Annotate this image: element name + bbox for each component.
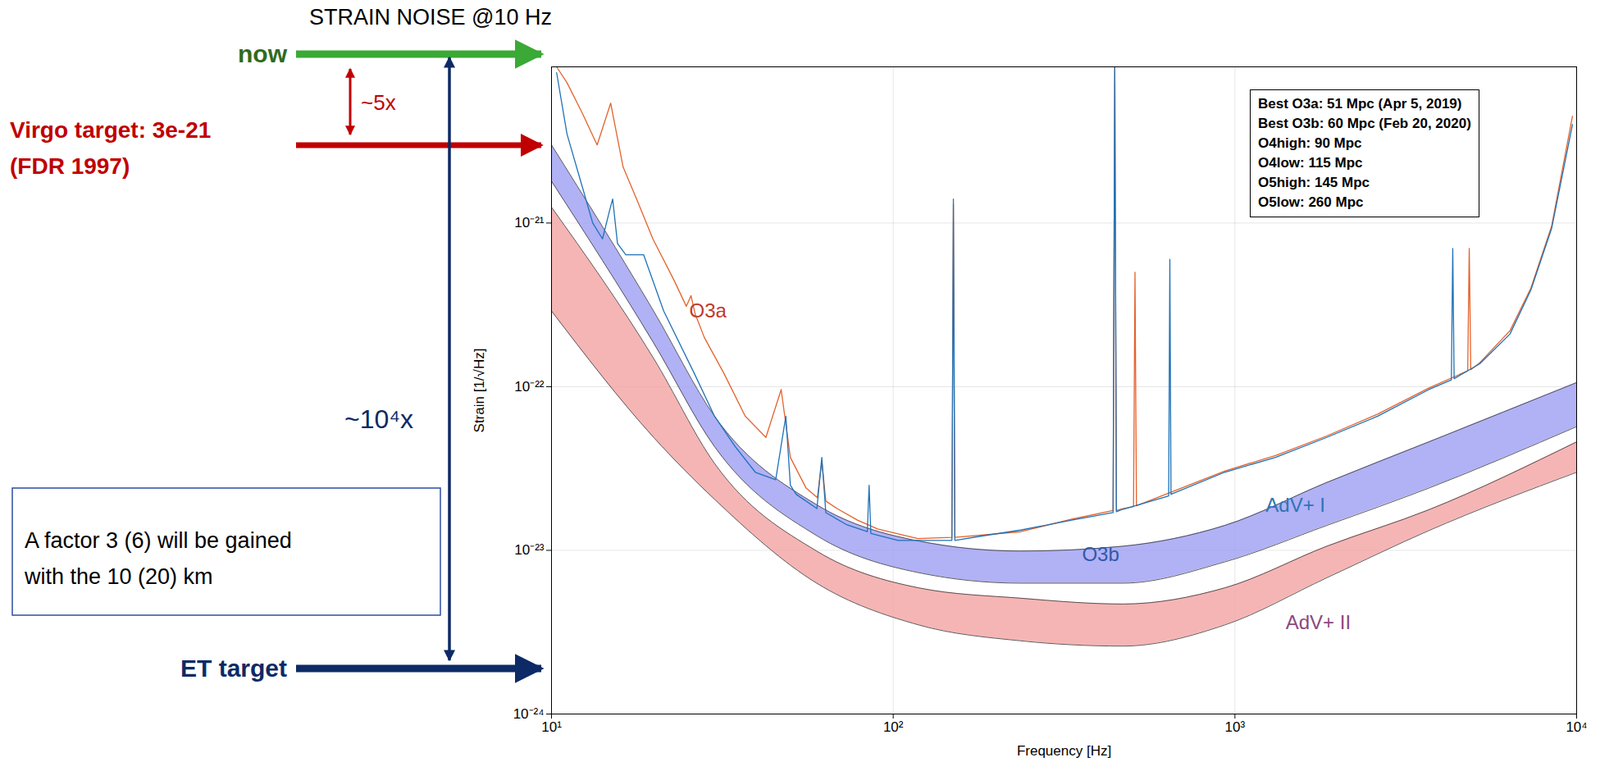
- svg-text:A factor 3 (6) will be gained: A factor 3 (6) will be gained: [24, 528, 292, 553]
- svg-text:10⁻²¹: 10⁻²¹: [514, 214, 545, 231]
- html-text:O4low: 115 Mpc: O4low: 115 Mpc: [1258, 154, 1363, 171]
- html-text:Best O3a: 51 Mpc (Apr 5, 2019): Best O3a: 51 Mpc (Apr 5, 2019): [1258, 95, 1462, 112]
- svg-text:10³: 10³: [1225, 719, 1246, 735]
- html-text:O4high: 90 Mpc: O4high: 90 Mpc: [1258, 135, 1362, 151]
- html-text:O5low: 260 Mpc: O5low: 260 Mpc: [1258, 194, 1364, 210]
- html-text:Best O3b: 60 Mpc (Feb 20, 2020: Best O3b: 60 Mpc (Feb 20, 2020): [1258, 115, 1472, 132]
- svg-text:~5x: ~5x: [360, 90, 397, 115]
- svg-text:STRAIN NOISE @10 Hz: STRAIN NOISE @10 Hz: [309, 4, 552, 30]
- svg-text:~10⁴x: ~10⁴x: [344, 404, 414, 434]
- html-text:O5high: 145 Mpc: O5high: 145 Mpc: [1258, 174, 1370, 191]
- svg-text:Strain [1/√Hz]: Strain [1/√Hz]: [471, 348, 488, 434]
- svg-text:10¹: 10¹: [541, 719, 562, 735]
- svg-text:now: now: [237, 40, 288, 68]
- svg-text:10⁻²²: 10⁻²²: [514, 378, 545, 395]
- svg-text:10²: 10²: [883, 719, 904, 735]
- svg-text:Frequency [Hz]: Frequency [Hz]: [1016, 743, 1112, 759]
- svg-text:O3a: O3a: [688, 299, 727, 322]
- svg-text:10⁻²³: 10⁻²³: [514, 542, 545, 558]
- svg-text:Virgo target: 3e-21: Virgo target: 3e-21: [9, 117, 211, 143]
- svg-text:10⁻²⁴: 10⁻²⁴: [513, 706, 545, 722]
- svg-text:AdV+ I: AdV+ I: [1265, 493, 1326, 516]
- svg-text:ET target: ET target: [180, 654, 288, 682]
- svg-text:with the 10 (20) km: with the 10 (20) km: [23, 564, 214, 589]
- svg-text:10⁴: 10⁴: [1565, 719, 1587, 735]
- svg-text:AdV+ II: AdV+ II: [1285, 610, 1351, 634]
- svg-text:O3b: O3b: [1081, 542, 1119, 566]
- svg-text:(FDR 1997): (FDR 1997): [9, 153, 130, 179]
